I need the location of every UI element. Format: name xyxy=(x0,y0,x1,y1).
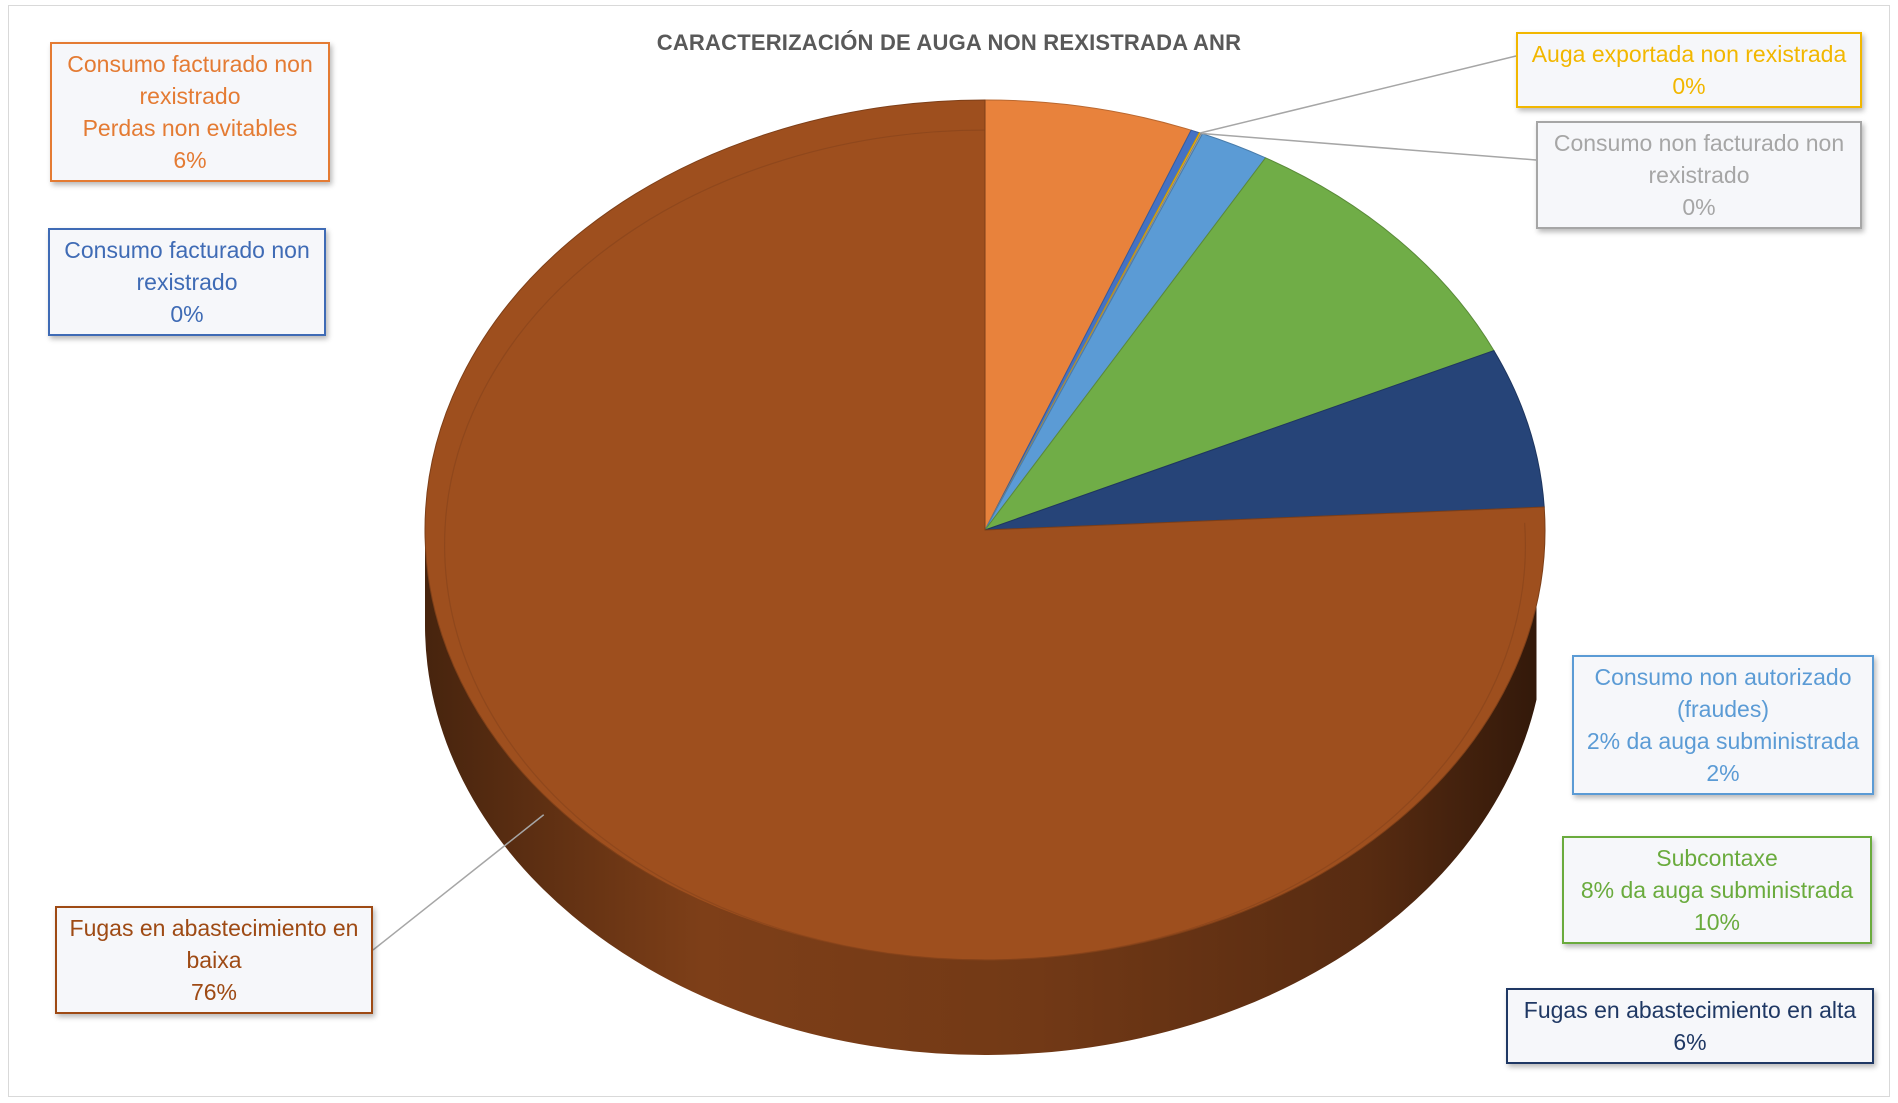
data-label-text: Consumo non facturado non xyxy=(1553,130,1845,156)
data-label-non_facturado: Consumo non facturado non rexistrado 0% xyxy=(1536,121,1862,229)
data-label-facturado: Consumo facturado non rexistrado 0% xyxy=(48,228,326,336)
data-label-text: rexistrado xyxy=(139,83,241,109)
data-label-percent: 6% xyxy=(1673,1029,1707,1055)
data-label-text: rexistrado xyxy=(1648,162,1750,188)
pie-slice-baixa xyxy=(424,99,1546,961)
data-label-text: Consumo facturado non xyxy=(64,237,310,263)
leader-line-baixa xyxy=(372,814,545,951)
data-label-text: Auga exportada non rexistrada xyxy=(1531,41,1847,67)
pie-slice-subcontaxe xyxy=(983,157,1495,532)
data-label-exportada: Auga exportada non rexistrada 0% xyxy=(1516,32,1862,108)
data-label-text: 2% da auga subministrada xyxy=(1586,728,1860,754)
pie-side xyxy=(425,530,1537,1055)
data-label-text: rexistrado xyxy=(136,269,238,295)
chart-title: CARACTERIZACIÓN DE AUGA NON REXISTRADA A… xyxy=(656,30,1242,55)
data-label-text: (fraudes) xyxy=(1676,696,1770,722)
data-label-alta: Fugas en abastecimiento en alta 6% xyxy=(1506,988,1874,1064)
data-label-text: Fugas en abastecimiento en xyxy=(69,915,359,941)
data-label-percent: 6% xyxy=(173,147,207,173)
data-label-perdas: Consumo facturado non rexistrado Perdas no… xyxy=(50,42,330,182)
data-label-fraudes: Consumo non autorizado (fraudes) 2% da aug… xyxy=(1572,655,1874,795)
data-label-percent: 0% xyxy=(1672,73,1706,99)
leader-line-exportada xyxy=(1199,55,1517,134)
pie-rim xyxy=(444,129,1526,961)
data-label-text: Consumo non autorizado xyxy=(1594,664,1852,690)
data-label-percent: 76% xyxy=(190,979,238,1005)
data-label-text: Perdas non evitables xyxy=(82,115,298,141)
pie-slice-perdas xyxy=(984,99,1192,531)
data-label-percent: 2% xyxy=(1706,760,1740,786)
pie-slice-alta xyxy=(984,349,1545,531)
data-label-percent: 0% xyxy=(170,301,204,327)
data-label-text: Consumo facturado non xyxy=(67,51,313,77)
data-label-percent: 0% xyxy=(1682,194,1716,220)
data-label-text: 8% da auga subministrada xyxy=(1580,877,1854,903)
data-label-text: Subcontaxe xyxy=(1656,845,1778,871)
data-label-baixa: Fugas en abastecimiento en baixa 76% xyxy=(55,906,373,1014)
leader-line-non_facturado xyxy=(1201,132,1537,161)
data-label-subcontaxe: Subcontaxe 8% da auga subministrada 10% xyxy=(1562,836,1872,944)
data-label-percent: 10% xyxy=(1693,909,1741,935)
data-label-text: baixa xyxy=(186,947,242,973)
data-label-text: Fugas en abastecimiento en alta xyxy=(1523,997,1857,1023)
